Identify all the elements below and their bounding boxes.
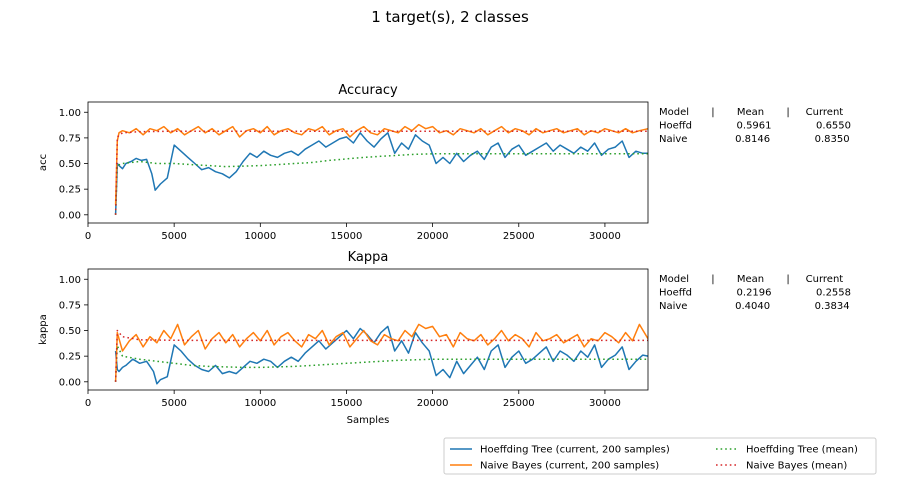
accuracy-y-tick-label: 0.50 [59, 159, 81, 170]
kappa-x-tick-label: 25000 [503, 398, 535, 409]
accuracy-series-line-3 [114, 130, 648, 215]
kappa-x-tick-label: 15000 [331, 398, 363, 409]
accuracy-x-tick-label: 30000 [589, 231, 621, 242]
kappa-x-tick-label: 5000 [161, 398, 186, 409]
accuracy-series-group [114, 123, 648, 215]
kappa-x-tick-label: 10000 [244, 398, 276, 409]
legend-label-3: Naive Bayes (mean) [746, 461, 847, 472]
kappa-y-tick-label: 0.25 [59, 352, 81, 363]
kappa-series-line-1 [114, 323, 648, 382]
kappa-x-tick-label: 30000 [589, 398, 621, 409]
accuracy-y-axis-label: acc [38, 154, 49, 171]
accuracy-series-line-0 [114, 132, 648, 215]
kappa-series-line-0 [114, 325, 648, 385]
kappa-series-group [114, 323, 648, 385]
legend: Hoeffding Tree (current, 200 samples) Nai… [443, 437, 877, 475]
accuracy-stats-header: Model | Mean | Current [659, 107, 843, 118]
kappa-y-tick-label: 0.50 [59, 326, 81, 337]
accuracy-y-tick-label: 1.00 [59, 108, 81, 119]
accuracy-stats-row: Naive 0.8146 0.8350 [659, 134, 850, 145]
kappa-series-line-3 [114, 329, 648, 382]
legend-box [443, 437, 877, 475]
figure-suptitle: 1 target(s), 2 classes [371, 8, 529, 26]
accuracy-y-tick-label: 0.25 [59, 185, 81, 196]
kappa-y-tick-label: 1.00 [59, 275, 81, 286]
accuracy-x-tick-label: 0 [85, 231, 91, 242]
kappa-x-axis-label: Samples [347, 415, 390, 426]
kappa-title: Kappa [348, 250, 389, 265]
kappa-y-axis-label: kappa [38, 314, 49, 345]
kappa-plot-frame [87, 268, 649, 391]
accuracy-x-tick-label: 25000 [503, 231, 535, 242]
accuracy-x-tick-label: 10000 [244, 231, 276, 242]
kappa-subplot: Kappa kappa Samples 0 5000 10000 15000 20000 250… [38, 250, 851, 426]
legend-label-1: Naive Bayes (current, 200 samples) [480, 461, 659, 472]
accuracy-subplot: Accuracy acc 0 5000 10000 15000 20000 25000 3000… [38, 83, 851, 242]
accuracy-plot-frame [87, 101, 649, 224]
legend-label-2: Hoeffding Tree (mean) [746, 445, 858, 456]
accuracy-series-line-1 [114, 123, 648, 205]
kappa-x-tick-label: 0 [85, 398, 91, 409]
kappa-x-tick-label: 20000 [417, 398, 449, 409]
accuracy-title: Accuracy [338, 83, 398, 98]
legend-label-0: Hoeffding Tree (current, 200 samples) [480, 445, 670, 456]
kappa-y-tick-label: 0.00 [59, 377, 81, 388]
kappa-y-tick-label: 0.75 [59, 300, 81, 311]
kappa-stats-header: Model | Mean | Current [659, 274, 843, 285]
accuracy-x-tick-label: 20000 [417, 231, 449, 242]
accuracy-y-tick-label: 0.75 [59, 133, 81, 144]
accuracy-x-tick-label: 15000 [331, 231, 363, 242]
kappa-stats-row: Hoeffd 0.2196 0.2558 [659, 288, 851, 299]
subplots: Accuracy acc 0 5000 10000 15000 20000 25000 3000… [38, 83, 851, 426]
accuracy-series-line-2 [114, 152, 648, 215]
accuracy-x-tick-label: 5000 [161, 231, 186, 242]
accuracy-stats-row: Hoeffd 0.5961 0.6550 [659, 121, 851, 132]
kappa-stats-row: Naive 0.4040 0.3834 [659, 301, 850, 312]
kappa-series-line-2 [114, 345, 648, 382]
accuracy-y-tick-label: 0.00 [59, 210, 81, 221]
